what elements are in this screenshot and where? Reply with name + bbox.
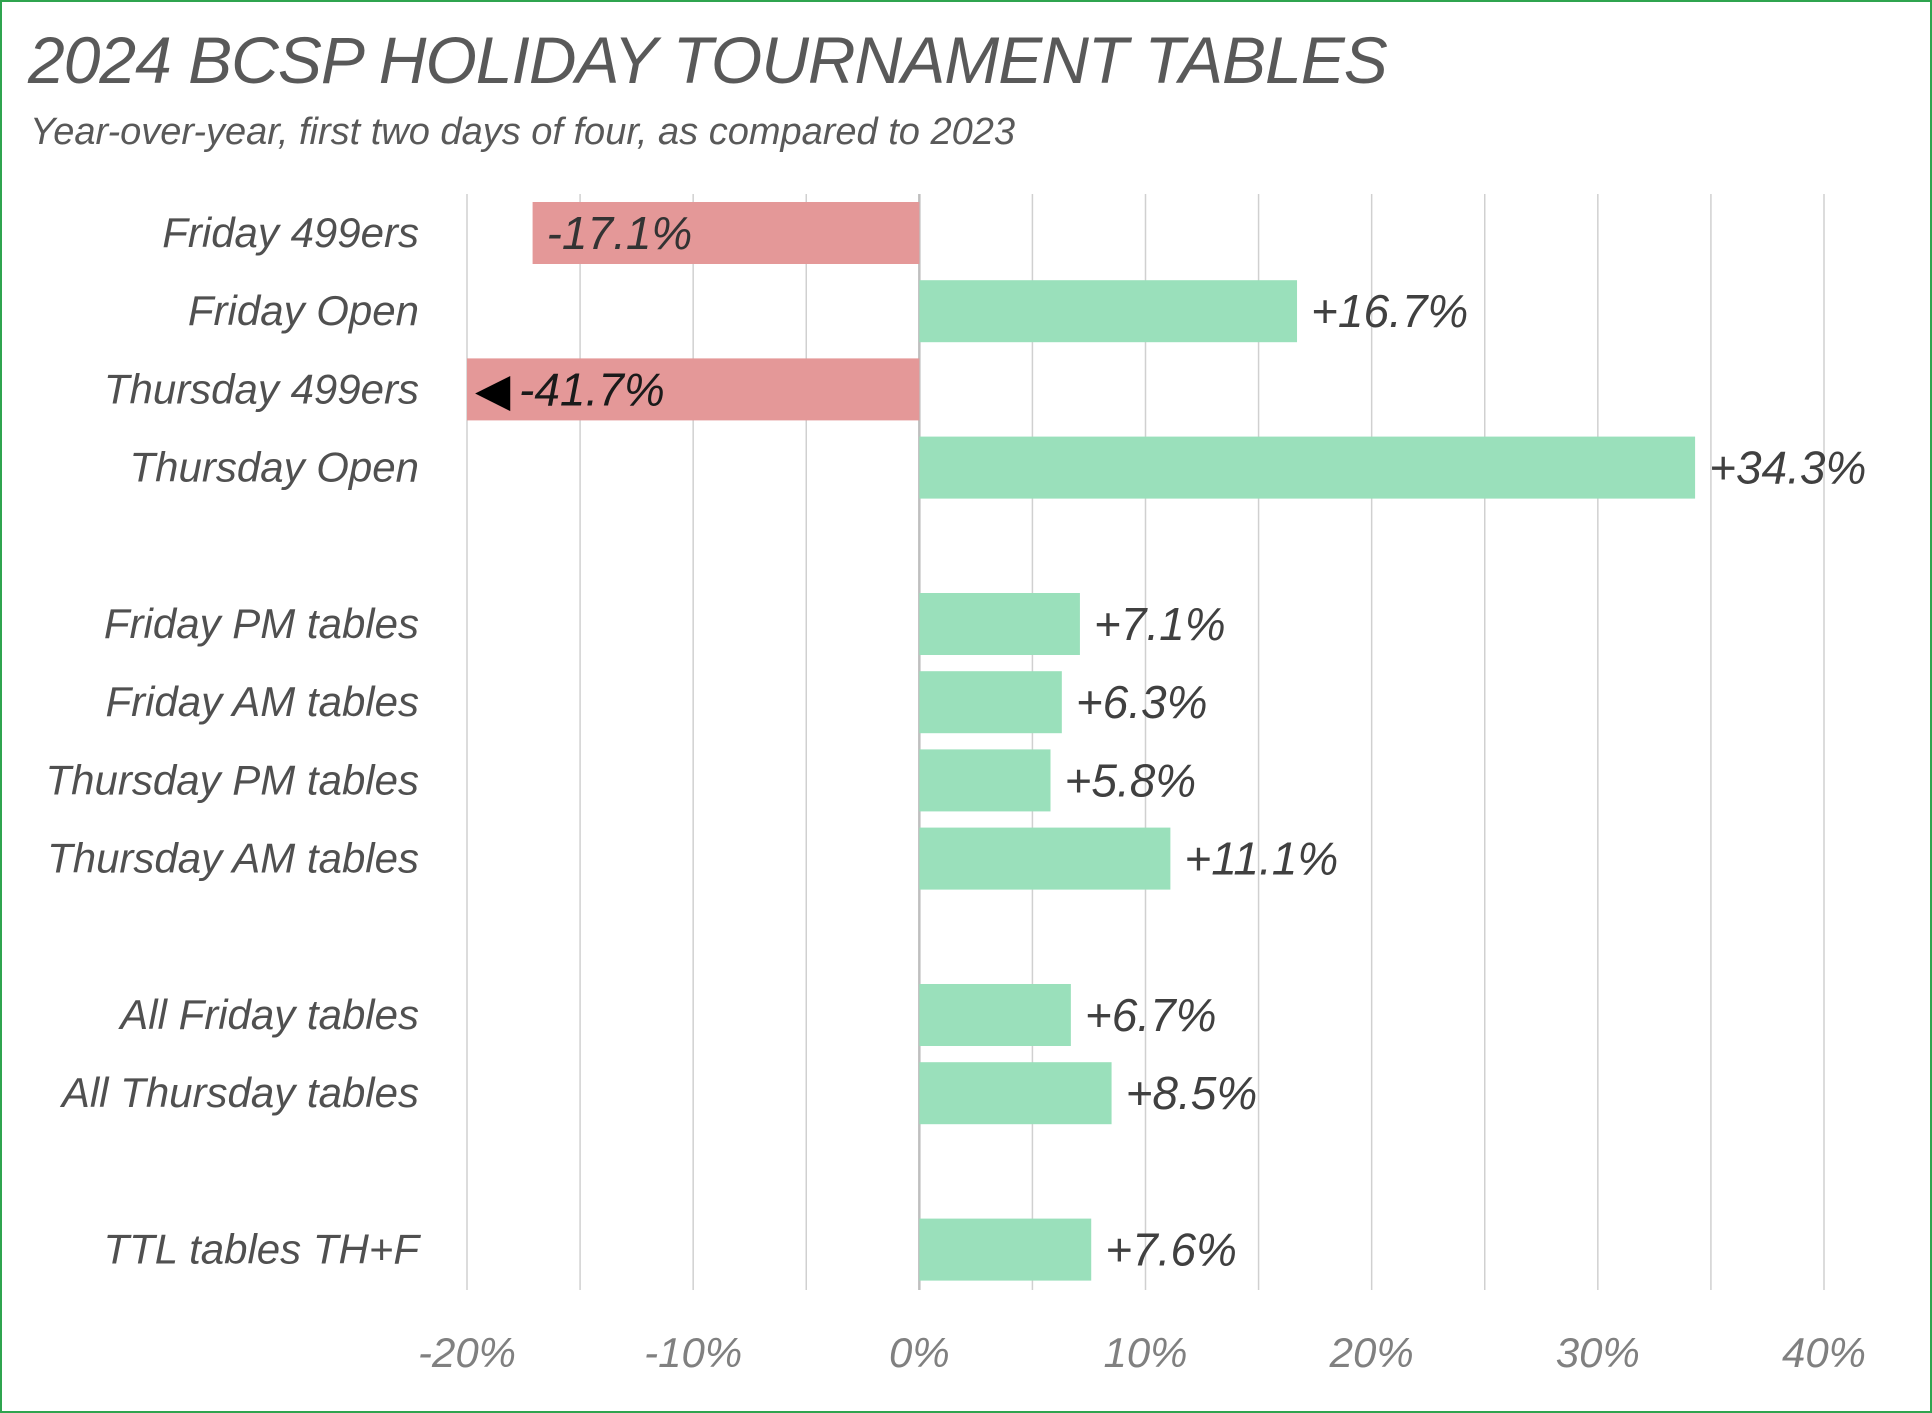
category-label: Thursday PM tables bbox=[46, 756, 420, 803]
overflow-marker-icon: ◀ bbox=[475, 363, 511, 415]
category-label: All Friday tables bbox=[117, 991, 419, 1038]
bar bbox=[919, 1218, 1092, 1281]
x-tick-label: 40% bbox=[1782, 1329, 1866, 1376]
x-tick-label: -20% bbox=[418, 1329, 516, 1376]
category-label: Friday AM tables bbox=[105, 678, 419, 725]
category-label: Thursday 499ers bbox=[104, 365, 419, 412]
category-label: TTL tables TH+F bbox=[104, 1226, 422, 1273]
x-tick-label: 30% bbox=[1556, 1329, 1640, 1376]
bar bbox=[467, 358, 920, 421]
data-label: +5.8% bbox=[1065, 754, 1197, 806]
category-label: Thursday Open bbox=[130, 444, 420, 491]
x-tick-label: 10% bbox=[1103, 1329, 1187, 1376]
bar bbox=[919, 749, 1051, 812]
category-label: Friday PM tables bbox=[104, 600, 419, 647]
data-label: +8.5% bbox=[1126, 1067, 1258, 1119]
bar bbox=[919, 436, 1696, 499]
bar bbox=[919, 671, 1062, 734]
data-label: +7.1% bbox=[1094, 598, 1226, 650]
x-tick-label: 0% bbox=[889, 1329, 950, 1376]
x-tick-label: 20% bbox=[1329, 1329, 1414, 1376]
category-label: Thursday AM tables bbox=[47, 835, 419, 882]
data-label: -41.7% bbox=[519, 363, 665, 415]
data-label: +34.3% bbox=[1709, 442, 1866, 494]
chart-title: 2024 BCSP HOLIDAY TOURNAMENT TABLES bbox=[28, 23, 1388, 97]
category-label: Friday Open bbox=[188, 287, 419, 334]
data-label: +16.7% bbox=[1311, 285, 1468, 337]
data-label: +7.6% bbox=[1105, 1224, 1237, 1276]
bar bbox=[919, 1062, 1112, 1125]
category-label: Friday 499ers bbox=[162, 209, 419, 256]
chart-subtitle: Year-over-year, first two days of four, … bbox=[30, 111, 1016, 153]
category-label: All Thursday tables bbox=[59, 1069, 419, 1116]
bar bbox=[919, 593, 1080, 655]
data-label: +6.3% bbox=[1076, 676, 1208, 728]
x-tick-label: -10% bbox=[644, 1329, 742, 1376]
data-label: -17.1% bbox=[547, 207, 693, 259]
bar bbox=[532, 202, 920, 264]
bar bbox=[919, 827, 1171, 890]
bar bbox=[919, 984, 1071, 1046]
data-label: +11.1% bbox=[1184, 833, 1338, 885]
bar bbox=[919, 280, 1298, 343]
data-label: +6.7% bbox=[1085, 989, 1217, 1041]
